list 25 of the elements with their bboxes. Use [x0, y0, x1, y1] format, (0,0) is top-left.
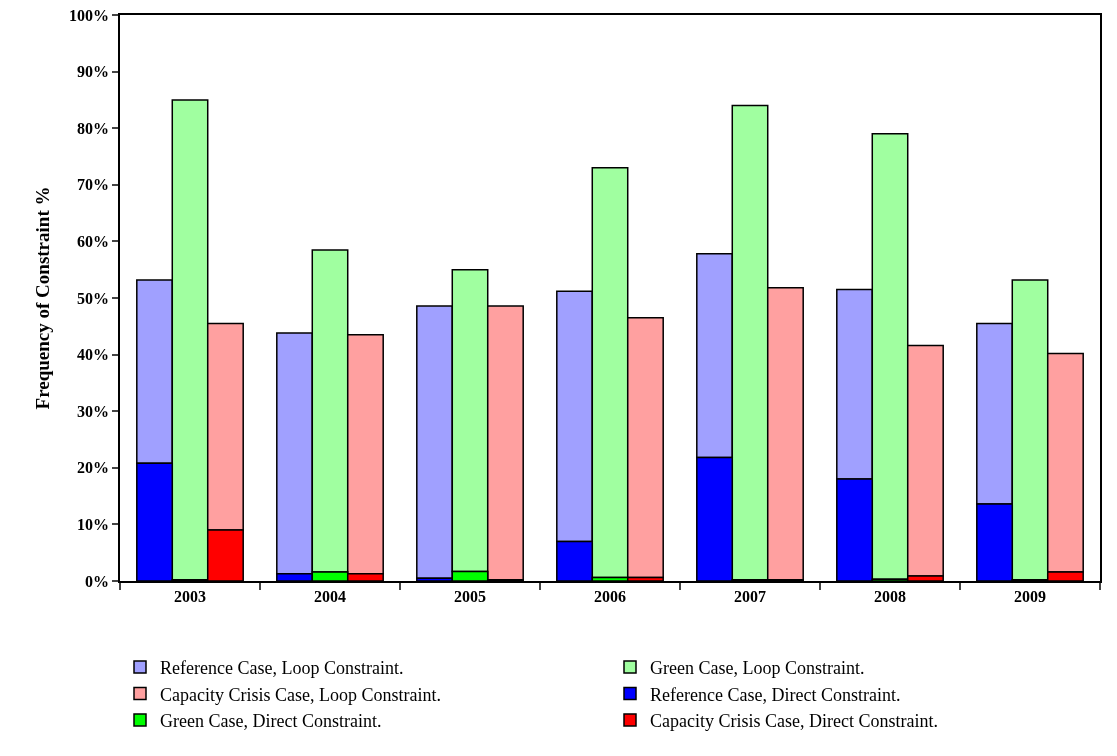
x-tick-label: 2004: [314, 587, 346, 605]
legend-label: Capacity Crisis Case, Direct Constraint.: [650, 710, 938, 731]
legend-label: Reference Case, Loop Constraint.: [160, 658, 404, 679]
x-tick-label: 2007: [734, 587, 766, 605]
y-tick-label: 50%: [77, 289, 110, 307]
y-tick-label: 70%: [77, 176, 110, 194]
x-tick-label: 2009: [1014, 587, 1046, 605]
x-tick-label: 2005: [454, 587, 486, 605]
y-tick-label: 60%: [77, 233, 110, 250]
y-tick-label: 100%: [69, 6, 110, 24]
y-tick-label: 80%: [77, 119, 110, 137]
legend-label: Green Case, Direct Constraint.: [160, 710, 382, 731]
y-axis-title: Frequency of Constraint %: [32, 186, 54, 410]
x-tick-label: 2008: [874, 587, 906, 605]
y-tick-label: 40%: [77, 346, 110, 364]
x-tick-label: 2006: [594, 587, 626, 605]
legend-label: Green Case, Loop Constraint.: [650, 658, 865, 679]
y-tick-label: 0%: [85, 572, 110, 590]
y-tick-label: 30%: [77, 402, 110, 420]
y-tick-label: 10%: [77, 516, 110, 533]
legend-label: Reference Case, Direct Constraint.: [650, 684, 901, 705]
legend-label: Capacity Crisis Case, Loop Constraint.: [160, 684, 441, 705]
y-tick-label: 20%: [77, 459, 110, 477]
x-tick-label: 2003: [174, 587, 206, 605]
y-tick-label: 90%: [77, 63, 110, 81]
